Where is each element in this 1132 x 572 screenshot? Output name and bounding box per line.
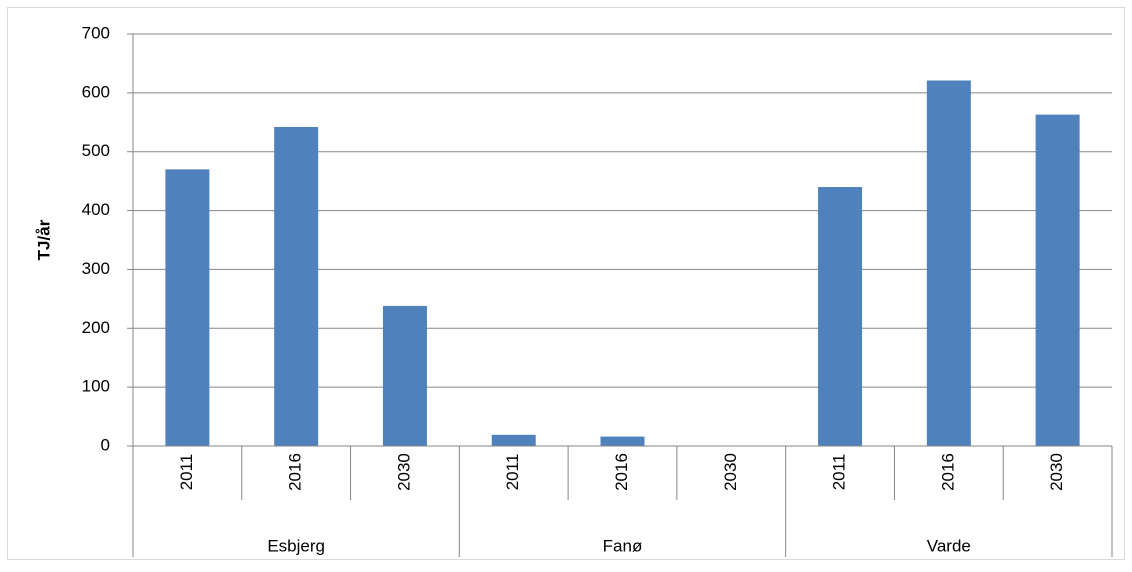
group-label: Varde <box>927 536 971 555</box>
x-tick-label: 2030 <box>1047 453 1066 491</box>
y-tick-label: 300 <box>82 259 110 278</box>
bar <box>491 434 536 446</box>
bar <box>382 305 427 446</box>
y-tick-label: 700 <box>82 23 110 42</box>
bar <box>165 169 210 446</box>
x-tick-label: 2011 <box>830 454 849 491</box>
x-tick-label: 2011 <box>503 454 522 491</box>
y-tick-label: 100 <box>82 377 110 396</box>
bar <box>600 436 645 446</box>
bar <box>1035 114 1080 447</box>
x-tick-label: 2030 <box>394 453 413 491</box>
y-tick-label: 500 <box>82 141 110 160</box>
bar <box>926 80 971 447</box>
y-tick-label: 600 <box>82 82 110 101</box>
x-tick-label: 2030 <box>721 453 740 491</box>
y-tick-label: 0 <box>101 435 110 454</box>
group-label: Fanø <box>603 536 643 555</box>
group-label: Esbjerg <box>267 536 325 555</box>
x-tick-label: 2011 <box>177 454 196 491</box>
bar <box>274 126 319 446</box>
bar <box>818 187 863 446</box>
x-tick-label: 2016 <box>612 453 631 491</box>
x-tick-label: 2016 <box>938 453 957 491</box>
y-tick-label: 200 <box>82 318 110 337</box>
y-tick-label: 400 <box>82 200 110 219</box>
x-tick-label: 2016 <box>286 453 305 491</box>
y-axis-label: TJ/år <box>34 219 53 260</box>
